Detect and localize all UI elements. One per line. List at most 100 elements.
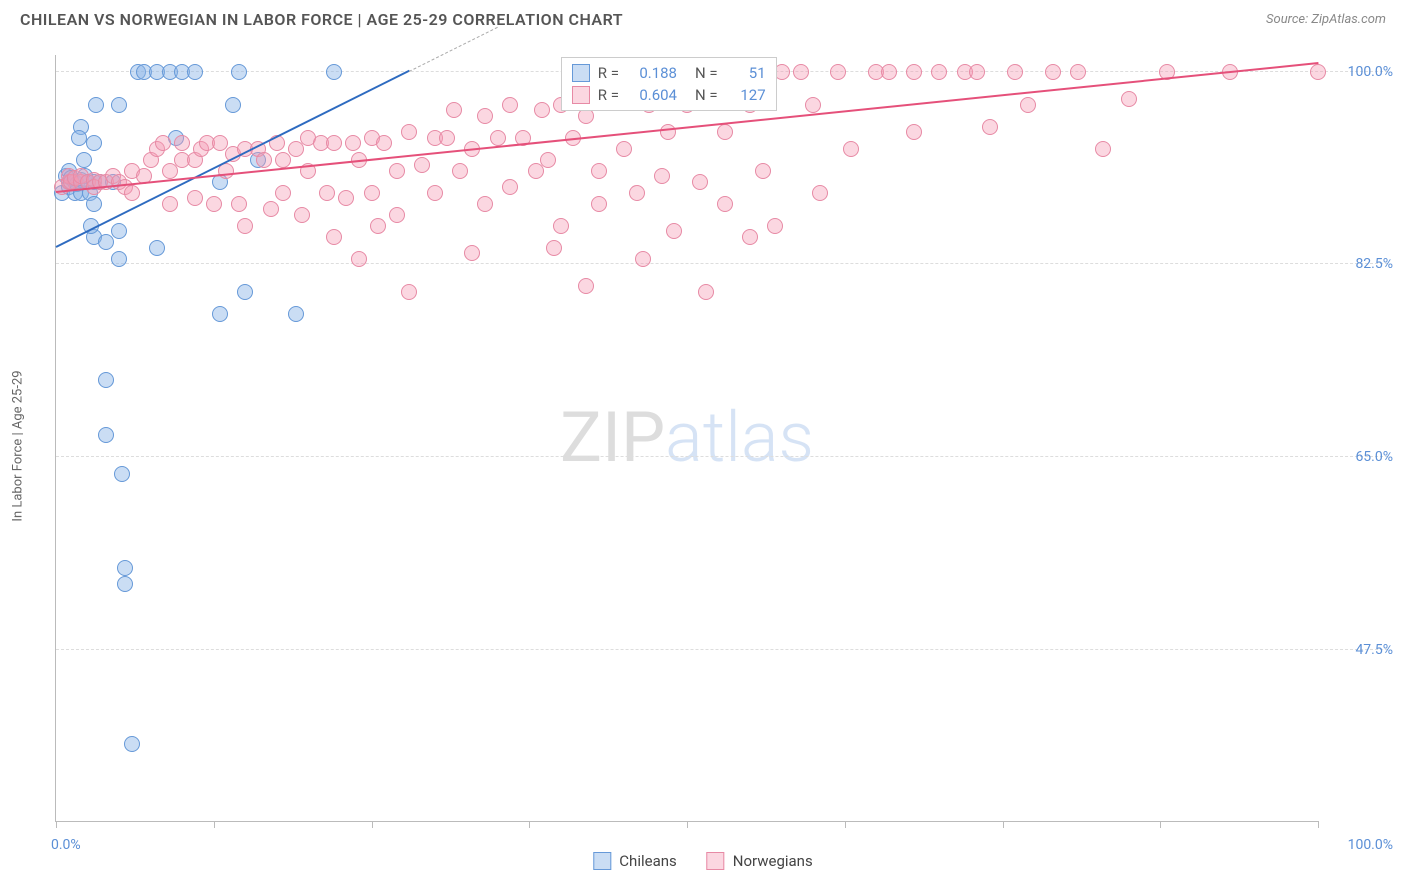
scatter-point <box>1070 64 1086 80</box>
x-tick <box>1003 821 1004 828</box>
scatter-point <box>666 223 682 239</box>
scatter-point <box>528 163 544 179</box>
scatter-point <box>1007 64 1023 80</box>
scatter-point <box>452 163 468 179</box>
x-tick <box>529 821 530 828</box>
scatter-point <box>906 64 922 80</box>
scatter-point <box>591 163 607 179</box>
scatter-point <box>111 223 127 239</box>
chart-plot-area: ZIPatlas 100.0%82.5%65.0%47.5%0.0%100.0%… <box>55 55 1318 822</box>
scatter-point <box>553 218 569 234</box>
watermark: ZIPatlas <box>560 397 814 479</box>
scatter-point <box>326 135 342 151</box>
scatter-point <box>275 185 291 201</box>
legend-swatch-icon <box>593 852 611 870</box>
n-label: N = <box>695 86 718 104</box>
scatter-point <box>212 306 228 322</box>
stats-legend: R =0.188N =51R =0.604N =127 <box>561 57 777 111</box>
scatter-point <box>174 135 190 151</box>
x-tick <box>1318 821 1319 828</box>
scatter-point <box>345 135 361 151</box>
scatter-point <box>88 97 104 113</box>
scatter-point <box>502 97 518 113</box>
scatter-point <box>389 207 405 223</box>
scatter-point <box>124 736 140 752</box>
r-label: R = <box>598 86 619 104</box>
scatter-point <box>376 135 392 151</box>
scatter-point <box>237 218 253 234</box>
scatter-point <box>263 201 279 217</box>
scatter-point <box>326 64 342 80</box>
scatter-point <box>969 64 985 80</box>
scatter-point <box>755 163 771 179</box>
scatter-point <box>338 190 354 206</box>
scatter-point <box>1310 64 1326 80</box>
scatter-point <box>237 284 253 300</box>
legend-swatch-icon <box>572 86 590 104</box>
scatter-point <box>1095 141 1111 157</box>
y-axis-title: In Labor Force | Age 25-29 <box>11 370 26 521</box>
scatter-point <box>401 124 417 140</box>
r-label: R = <box>598 64 619 82</box>
scatter-point <box>1020 97 1036 113</box>
scatter-point <box>654 168 670 184</box>
scatter-point <box>288 306 304 322</box>
scatter-point <box>742 229 758 245</box>
scatter-point <box>114 466 130 482</box>
scatter-point <box>117 576 133 592</box>
scatter-point <box>477 196 493 212</box>
scatter-point <box>256 152 272 168</box>
scatter-point <box>717 124 733 140</box>
scatter-point <box>439 130 455 146</box>
scatter-point <box>427 185 443 201</box>
scatter-point <box>155 135 171 151</box>
x-tick <box>845 821 846 828</box>
scatter-point <box>717 196 733 212</box>
chart-source: Source: ZipAtlas.com <box>1266 12 1386 27</box>
scatter-point <box>275 152 291 168</box>
scatter-point <box>86 196 102 212</box>
n-label: N = <box>695 64 718 82</box>
scatter-point <box>616 141 632 157</box>
scatter-point <box>351 251 367 267</box>
scatter-point <box>294 207 310 223</box>
scatter-point <box>502 179 518 195</box>
legend-label: Chileans <box>619 852 676 870</box>
scatter-point <box>477 108 493 124</box>
scatter-point <box>231 196 247 212</box>
x-tick <box>372 821 373 828</box>
y-tick-label: 82.5% <box>1323 256 1393 272</box>
scatter-point <box>464 245 480 261</box>
scatter-point <box>288 141 304 157</box>
scatter-point <box>546 240 562 256</box>
scatter-point <box>98 427 114 443</box>
scatter-point <box>162 163 178 179</box>
legend-item-chileans: Chileans <box>593 852 676 870</box>
scatter-point <box>793 64 809 80</box>
y-tick-label: 100.0% <box>1323 64 1393 80</box>
scatter-point <box>660 124 676 140</box>
r-value: 0.604 <box>627 86 677 104</box>
scatter-point <box>149 240 165 256</box>
scatter-point <box>490 130 506 146</box>
scatter-point <box>931 64 947 80</box>
scatter-point <box>843 141 859 157</box>
scatter-point <box>206 196 222 212</box>
scatter-point <box>111 97 127 113</box>
scatter-point <box>111 251 127 267</box>
gridline <box>56 456 1388 457</box>
scatter-point <box>578 278 594 294</box>
scatter-point <box>534 102 550 118</box>
scatter-point <box>591 196 607 212</box>
y-tick-label: 47.5% <box>1323 642 1393 658</box>
scatter-point <box>370 218 386 234</box>
legend-bottom: Chileans Norwegians <box>593 852 812 870</box>
scatter-point <box>1121 91 1137 107</box>
scatter-point <box>805 97 821 113</box>
x-tick <box>687 821 688 828</box>
scatter-point <box>692 174 708 190</box>
scatter-point <box>446 102 462 118</box>
scatter-point <box>401 284 417 300</box>
legend-swatch-icon <box>707 852 725 870</box>
scatter-point <box>830 64 846 80</box>
